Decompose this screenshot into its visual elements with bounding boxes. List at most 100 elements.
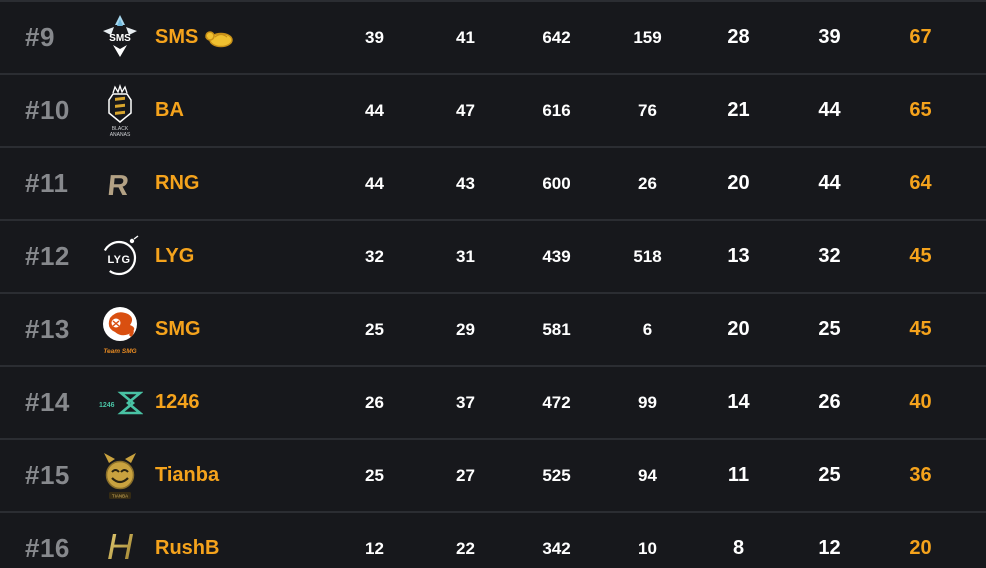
rng-monogram-icon: R	[101, 170, 130, 199]
points-cell: 65	[909, 99, 932, 121]
team-name: Tianba	[146, 464, 329, 487]
svg-text:ANANAS: ANANAS	[110, 132, 131, 138]
stat-cell: 39	[818, 26, 841, 48]
rank-cell: #16	[25, 533, 70, 563]
team-logo-1246: 1246	[94, 373, 146, 433]
table-row: #16 H RUSH B RushB 12 22 342 10 8 12 20	[0, 511, 986, 568]
stat-cell: 28	[727, 26, 750, 48]
table-row: #15 TIANBA Tianba 25 27 525 94 11 25 36	[0, 438, 986, 511]
sms-shark-emblem-icon: SMS	[103, 14, 137, 57]
rank-cell: #13	[25, 314, 70, 344]
table-row: #14 1246 1246 26 37 472 99 14 26 40	[0, 365, 986, 438]
stat-cell: 26	[365, 392, 384, 412]
team-name-label: LYG	[155, 245, 195, 267]
team-name: BA	[146, 99, 329, 122]
stat-cell: 32	[818, 245, 841, 267]
stat-cell: 20	[727, 172, 750, 194]
stat-cell: 581	[542, 319, 571, 339]
stat-cell: 518	[633, 246, 662, 266]
svg-text:1246: 1246	[99, 402, 115, 409]
stat-cell: 43	[456, 173, 475, 193]
points-cell: 64	[909, 172, 932, 194]
team-name-label: RNG	[155, 172, 200, 194]
team-logo-tianba: TIANBA	[94, 446, 146, 506]
svg-text:R: R	[106, 170, 130, 199]
stat-cell: 25	[365, 319, 384, 339]
team-logo-smg: Team SMG	[94, 300, 146, 360]
team-name-label: 1246	[155, 391, 200, 413]
stat-cell: 31	[456, 246, 475, 266]
stat-cell: 13	[727, 245, 750, 267]
stat-cell: 472	[542, 392, 571, 412]
table-row: #13 Team SMG SMG 25 29 581 6 20 25 45	[0, 292, 986, 365]
stat-cell: 25	[818, 464, 841, 486]
svg-text:H: H	[107, 526, 134, 567]
table-row: #11 R RNG 44 43 600 26 20 44 64	[0, 146, 986, 219]
stat-cell: 25	[365, 465, 384, 485]
rank-cell: #14	[25, 387, 70, 417]
rushb-script-mark-icon: H RUSH B	[107, 526, 134, 568]
stat-cell: 47	[456, 100, 475, 120]
svg-text:SMS: SMS	[109, 33, 131, 44]
team-name-label: BA	[155, 99, 184, 121]
stat-cell: 99	[638, 392, 657, 412]
rank-cell: #12	[25, 241, 70, 271]
stat-cell: 44	[365, 100, 384, 120]
stat-cell: 616	[542, 100, 571, 120]
team-logo-lyg: LYG	[94, 227, 146, 287]
team-name-label: SMS	[155, 26, 199, 48]
svg-text:LYG: LYG	[107, 254, 130, 266]
team-name-label: RushB	[155, 537, 220, 559]
stat-cell: 41	[456, 27, 475, 47]
team-logo-rushb: H RUSH B	[94, 519, 146, 568]
team-name: RushB	[146, 537, 329, 560]
points-cell: 36	[909, 464, 932, 486]
stat-cell: 12	[818, 537, 841, 559]
stat-cell: 11	[727, 464, 750, 486]
points-cell: 67	[909, 26, 932, 48]
stat-cell: 44	[365, 173, 384, 193]
stat-cell: 12	[365, 538, 384, 558]
stat-cell: 21	[727, 99, 750, 121]
team-logo-rng: R	[94, 154, 146, 214]
stat-cell: 44	[818, 99, 841, 121]
rank-cell: #9	[25, 22, 55, 52]
points-cell: 45	[909, 245, 932, 267]
stat-cell: 525	[542, 465, 571, 485]
tianba-horned-face-icon: TIANBA	[104, 452, 136, 499]
rank-cell: #15	[25, 460, 70, 490]
stat-cell: 600	[542, 173, 571, 193]
team-logo-sms: SMS	[94, 8, 146, 68]
team-name: SMG	[146, 318, 329, 341]
1246-hourglass-icon: 1246	[99, 391, 143, 414]
stat-cell: 8	[732, 537, 745, 559]
stat-cell: 94	[638, 465, 657, 485]
stat-cell: 76	[638, 100, 657, 120]
team-name-label: Tianba	[155, 464, 220, 486]
team-name: SMS	[146, 26, 329, 49]
team-logo-ba: BLACK ANANAS	[94, 81, 146, 141]
stat-cell: 37	[456, 392, 475, 412]
points-cell: 45	[909, 318, 932, 340]
stat-cell: 39	[365, 27, 384, 47]
stat-cell: 642	[542, 27, 571, 47]
stat-cell: 25	[818, 318, 841, 340]
black-ananas-shield-icon: BLACK ANANAS	[108, 83, 132, 138]
table-row: #12 LYG LYG 32 31 439 518 13 32 45	[0, 219, 986, 292]
stat-cell: 20	[727, 318, 750, 340]
stat-cell: 6	[642, 319, 653, 339]
stat-cell: 29	[456, 319, 475, 339]
table-row: #10 BLACK ANANAS BA 44 47 616 76 21 44 6…	[0, 73, 986, 146]
stat-cell: 439	[542, 246, 571, 266]
svg-text:Team SMG: Team SMG	[103, 348, 136, 355]
team-smg-badge-icon: Team SMG	[103, 306, 137, 355]
points-cell: 40	[909, 391, 932, 413]
stat-cell: 10	[638, 538, 657, 558]
svg-text:TIANBA: TIANBA	[112, 493, 128, 498]
stat-cell: 26	[818, 391, 841, 413]
rank-cell: #11	[25, 168, 69, 198]
team-name: RNG	[146, 172, 329, 195]
stat-cell: 44	[818, 172, 841, 194]
table-row: #9 SMS SMS 39 41 642 159 28 39	[0, 0, 986, 73]
